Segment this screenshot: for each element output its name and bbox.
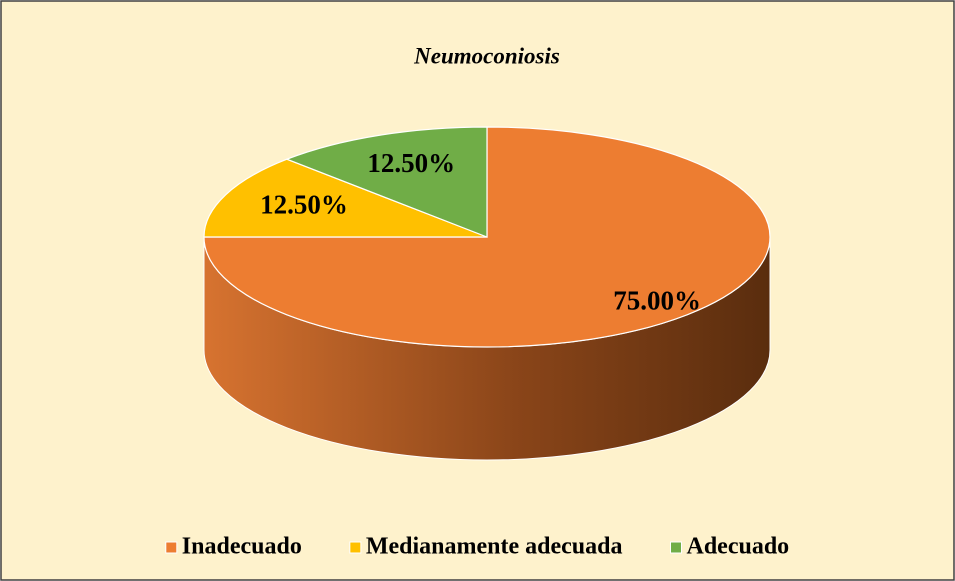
legend-label: Adecuado	[687, 534, 790, 560]
legend-swatch	[165, 541, 178, 554]
pie-slice	[203, 158, 488, 238]
legend-label: Inadecuado	[182, 534, 302, 560]
chart-title: Neumoconiosis	[413, 43, 560, 68]
legend-label: Medianamente adecuada	[366, 534, 623, 560]
data-label: 75.00%	[613, 285, 701, 315]
data-label: 12.50%	[367, 148, 455, 178]
pie-slice	[285, 126, 488, 238]
legend-swatch	[349, 541, 362, 554]
data-label: 12.50%	[260, 190, 348, 220]
legend-swatch	[670, 541, 683, 554]
